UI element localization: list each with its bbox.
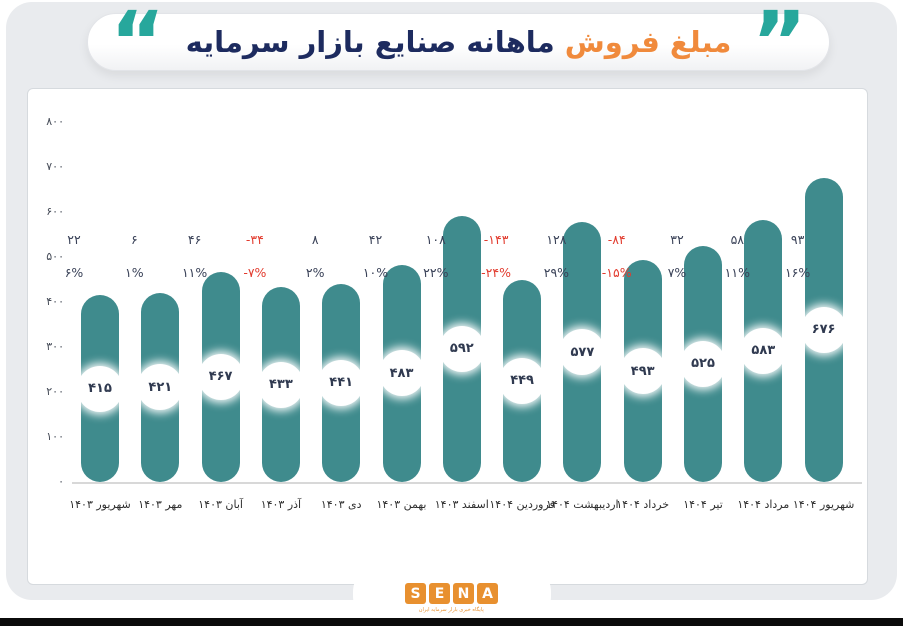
bar-value-circle: ۵۷۷	[559, 329, 606, 376]
bar-value-label: ۵۷۷	[570, 344, 595, 360]
y-tick-label: ۸۰۰	[46, 115, 64, 128]
bar-value-label: ۴۱۵	[88, 381, 112, 397]
change-label: ۱۲۸	[546, 232, 567, 247]
logo-letter: S	[405, 583, 426, 604]
logo-letter: N	[453, 583, 474, 604]
percent-label: ۱۱%	[724, 265, 750, 280]
percent-label: ۶%	[64, 265, 84, 280]
month-label: اردیبهشت ۱۴۰۴	[546, 498, 619, 511]
percent-label: ۱۰%	[362, 265, 389, 280]
percent-label: -۷%	[243, 265, 267, 280]
logo-card: S E N A پایگاه خبری بازار سرمایه ایران	[352, 562, 551, 626]
percent-label: -۱۵%	[601, 265, 632, 280]
bar-value-label: ۴۴۱	[329, 375, 354, 391]
month-label: مرداد ۱۴۰۴	[737, 498, 790, 511]
month-label: بهمن ۱۴۰۳	[376, 498, 427, 511]
bar-value-label: ۴۹۳	[630, 363, 655, 379]
bar-value-circle: ۵۸۳	[740, 327, 787, 374]
change-label: -۸۴	[607, 232, 626, 247]
month-label: تیر ۱۴۰۴	[683, 498, 723, 511]
percent-label: ۲%	[305, 265, 325, 280]
bar-value-circle: ۴۴۹	[499, 357, 546, 404]
month-label: شهریور ۱۴۰۴	[792, 498, 855, 511]
bar-value-label: ۴۳۳	[268, 377, 293, 393]
bar-value-label: ۶۷۶	[811, 322, 836, 338]
percent-label: ۱۱%	[181, 265, 208, 280]
x-axis-line	[72, 482, 862, 484]
percent-label: ۱۶%	[784, 265, 811, 280]
bar-value-circle: ۶۷۶	[800, 306, 847, 353]
bar-value-circle: ۴۹۳	[619, 348, 666, 395]
change-label: ۴۲	[368, 232, 383, 247]
change-label: ۵۸	[730, 232, 745, 247]
change-label: ۲۲	[67, 232, 81, 247]
bar-value-label: ۴۸۳	[389, 365, 414, 381]
change-label: ۱۰۸	[425, 232, 446, 247]
logo-tagline: پایگاه خبری بازار سرمایه ایران	[418, 606, 485, 613]
month-label: فروردین ۱۴۰۴	[489, 498, 555, 511]
y-tick-label: ۶۰۰	[46, 205, 64, 218]
bar-value-circle: ۵۹۲	[438, 325, 485, 372]
bar-value-label: ۵۹۲	[449, 341, 474, 357]
month-label: آبان ۱۴۰۳	[198, 498, 243, 511]
change-label: ۴۶	[187, 232, 202, 247]
y-tick-label: ۳۰۰	[46, 340, 64, 353]
bar-value-label: ۴۶۷	[208, 369, 233, 385]
bar-value-circle: ۴۴۱	[318, 359, 365, 406]
percent-label: ۷%	[667, 265, 687, 280]
y-tick-label: ۱۰۰	[46, 430, 64, 443]
bar-value-circle: ۴۱۵	[77, 365, 123, 412]
change-label: -۱۴۳	[483, 232, 509, 247]
change-label: -۳۴	[245, 232, 264, 247]
change-label: ۸	[311, 232, 319, 247]
month-label: اسفند ۱۴۰۳	[434, 498, 489, 511]
change-label: ۶	[130, 232, 138, 247]
percent-label: ۲۲%	[423, 265, 449, 280]
percent-label: -۲۴%	[481, 265, 511, 280]
bar-value-circle: ۵۲۵	[680, 340, 726, 387]
percent-label: ۲۹%	[543, 265, 570, 280]
title-rest: ماهانه صنایع بازار سرمایه	[185, 25, 556, 59]
percent-label: ۱%	[125, 265, 144, 280]
month-label: شهریور ۱۴۰۳	[69, 498, 131, 511]
page-title: مبلغ فروش ماهانه صنایع بازار سرمایه	[186, 25, 732, 59]
title-highlight: مبلغ فروش	[564, 25, 732, 59]
change-label: ۳۲	[670, 232, 684, 247]
bar-value-circle: ۴۸۳	[378, 350, 425, 397]
logo-letter: A	[477, 583, 498, 604]
title-banner: “ مبلغ فروش ماهانه صنایع بازار سرمایه ”	[87, 0, 830, 84]
month-label: مهر ۱۴۰۳	[138, 498, 183, 511]
bar-value-circle: ۴۶۷	[197, 353, 244, 400]
bottom-border	[0, 618, 903, 626]
y-tick-label: ۷۰۰	[46, 160, 64, 173]
change-label: ۹۳	[790, 232, 805, 247]
bar-value-label: ۵۸۳	[751, 343, 776, 359]
y-tick-label: ۲۰۰	[46, 385, 64, 398]
bar-value-label: ۴۲۱	[148, 379, 173, 395]
y-tick-label: ۴۰۰	[46, 295, 64, 308]
logo-letter: E	[429, 583, 450, 604]
bar-value-label: ۴۴۹	[510, 373, 534, 389]
month-label: آذر ۱۴۰۳	[260, 498, 302, 511]
y-tick-label: ۵۰۰	[46, 250, 64, 263]
bar-value-circle: ۴۲۱	[137, 364, 184, 411]
sena-logo: S E N A	[405, 583, 498, 604]
month-label: خرداد ۱۴۰۴	[616, 498, 670, 511]
bar-value-circle: ۴۳۳	[257, 361, 304, 408]
y-tick-label: ۰	[58, 475, 64, 488]
bar-value-label: ۵۲۵	[691, 356, 715, 372]
month-label: دی ۱۴۰۳	[320, 498, 362, 511]
